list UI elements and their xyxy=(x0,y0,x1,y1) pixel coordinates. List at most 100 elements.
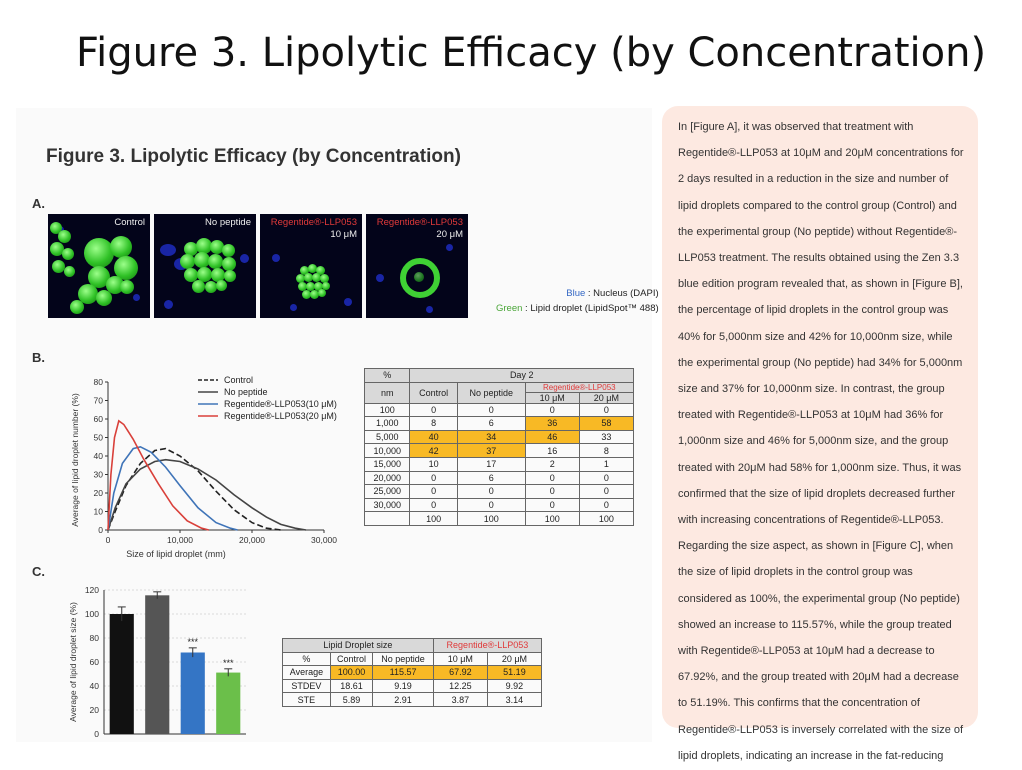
significance-label: *** xyxy=(187,637,198,647)
table-row: 1,000 8 6 36 58 xyxy=(363,416,635,431)
y-tick-label: 0 xyxy=(94,729,99,739)
table-cell: 2 xyxy=(524,456,580,472)
table-day-header: Day 2 xyxy=(409,368,634,383)
line-chart-b: 0 10 20 30 40 50 60 70 80 0 10,000 20,000 30,000 Size… xyxy=(70,375,337,559)
legend-entry-3: Regentide®-LLP053(20 μM) xyxy=(224,411,337,421)
table-cell: 40 xyxy=(409,429,458,445)
y-tick-label: 20 xyxy=(90,705,100,715)
table-cell: 6 xyxy=(456,470,526,486)
y-tick-label: 70 xyxy=(94,396,104,406)
col-header: No peptide xyxy=(372,651,434,667)
y-tick-label: 60 xyxy=(94,414,104,424)
table-cell: STDEV xyxy=(282,678,331,694)
x-tick-label: 10,000 xyxy=(167,535,193,545)
col-header: Control xyxy=(329,651,374,667)
micrograph-no-peptide: No peptide xyxy=(154,214,256,318)
table-cell: 0 xyxy=(409,402,458,418)
col-header: 20 μM xyxy=(486,651,543,667)
table-cell: 0 xyxy=(456,484,526,499)
micrograph-20um: Regentide®-LLP053 20 μM xyxy=(366,214,468,318)
bar-0 xyxy=(109,614,134,734)
table-cell: 37 xyxy=(456,443,526,458)
y-tick-label: 40 xyxy=(90,681,100,691)
table-cell: 10 xyxy=(409,456,458,472)
table-cell: 0 xyxy=(578,497,635,513)
table-row: 15,000 10 17 2 1 xyxy=(363,456,635,472)
table-row: 100 0 0 0 0 xyxy=(363,402,635,418)
micrograph-label: No peptide xyxy=(205,217,251,228)
table-cell: 18.61 xyxy=(329,678,374,694)
table-cell: 1 xyxy=(578,456,635,472)
y-tick-label: 80 xyxy=(94,377,104,387)
stain-legend: Blue : Nucleus (DAPI) Green : Lipid drop… xyxy=(496,286,659,316)
legend-blue-value: : Nucleus (DAPI) xyxy=(585,288,659,299)
table-row: 5,000 40 34 46 33 xyxy=(363,429,635,445)
y-tick-label: 10 xyxy=(94,507,104,517)
y-tick-label: 100 xyxy=(85,609,99,619)
table-row: 10,000 42 37 16 8 xyxy=(363,443,635,458)
table-row: 30,000 0 0 0 0 xyxy=(363,497,635,513)
table-cell: 46 xyxy=(524,429,580,445)
table-cell: 0 xyxy=(578,470,635,486)
series-line-1 xyxy=(107,458,307,531)
panel-c-letter: C. xyxy=(32,564,45,579)
table-cell: 20,000 xyxy=(363,470,411,486)
table-cell: 17 xyxy=(456,456,526,472)
col-header-regentide: Regentide®-LLP053 xyxy=(524,381,635,393)
table-cell: 10,000 xyxy=(363,443,411,458)
table-cell: 0 xyxy=(524,497,580,513)
slide-title: Figure 3. Lipolytic Efficacy (by Concent… xyxy=(76,30,987,76)
table-header-right: Regentide®-LLP053 xyxy=(432,638,543,653)
table-cell xyxy=(363,511,411,526)
table-cell: 100 xyxy=(363,402,411,418)
col-header-20um: 20 μM xyxy=(578,391,635,404)
micrograph-label-conc: 10 μM xyxy=(330,229,357,240)
table-row: STE 5.89 2.91 3.87 3.14 xyxy=(282,692,543,707)
panel-a-letter: A. xyxy=(32,196,45,211)
table-cell: 42 xyxy=(409,443,458,458)
table-cell: 0 xyxy=(456,497,526,513)
table-cell: 1,000 xyxy=(363,416,411,431)
table-row: Average 100.00 115.57 67.92 51.19 xyxy=(282,665,543,680)
table-cell: 115.57 xyxy=(372,665,434,680)
legend-entry-0: Control xyxy=(224,375,253,385)
micrograph-label-name: Regentide®-LLP053 xyxy=(376,217,463,228)
table-row: 25,000 0 0 0 0 xyxy=(363,484,635,499)
table-cell: 0 xyxy=(524,470,580,486)
table-cell: 0 xyxy=(524,402,580,418)
table-cell: 8 xyxy=(578,443,635,458)
table-cell: Average xyxy=(282,665,331,680)
table-cell: 30,000 xyxy=(363,497,411,513)
legend-blue-key: Blue xyxy=(566,288,586,299)
x-axis-label: Size of lipid droplet (mm) xyxy=(126,549,226,559)
description-panel: In [Figure A], it was observed that trea… xyxy=(662,106,978,762)
table-cell: 9.19 xyxy=(372,678,434,694)
x-tick-label: 0 xyxy=(106,535,111,545)
legend-entry-1: No peptide xyxy=(224,387,268,397)
bar-2 xyxy=(180,652,205,734)
bar-1 xyxy=(145,595,170,734)
chart-series xyxy=(107,419,307,531)
micrograph-label: Regentide®-LLP053 20 μM xyxy=(377,217,463,241)
y-tick-label: 80 xyxy=(90,633,100,643)
y-axis-label: Average of lipid droplet number (%) xyxy=(70,393,80,527)
chart-axes: 0 10 20 30 40 50 60 70 80 0 10,000 20,000 30,000 Size… xyxy=(70,377,337,559)
legend-green-value: : Lipid droplet (LipidSpot™ 488) xyxy=(522,303,659,314)
description-text: In [Figure A], it was observed that trea… xyxy=(678,121,964,762)
y-tick-label: 20 xyxy=(94,488,104,498)
table-cell: 100 xyxy=(409,511,458,526)
table-cell: 5.89 xyxy=(329,692,374,707)
table-cell: 8 xyxy=(409,416,458,431)
micrograph-10um: Regentide®-LLP053 10 μM xyxy=(260,214,362,318)
chart-axes: 0 20 40 60 80 100 120 Average of lipid droplet … xyxy=(68,585,246,739)
col-header-control: Control xyxy=(409,381,458,404)
col-header-no-peptide: No peptide xyxy=(456,381,526,404)
figure-panel: Figure 3. Lipolytic Efficacy (by Concent… xyxy=(16,108,659,742)
table-cell: 67.92 xyxy=(432,665,488,680)
col-header: 10 μM xyxy=(432,651,488,667)
droplet-distribution-table: % Day 2 nm Control No peptide Regentide®… xyxy=(363,368,635,526)
bar-3 xyxy=(216,672,241,734)
table-cell: 3.14 xyxy=(486,692,543,707)
table-cell: STE xyxy=(282,692,331,707)
table-cell: 36 xyxy=(524,416,580,431)
